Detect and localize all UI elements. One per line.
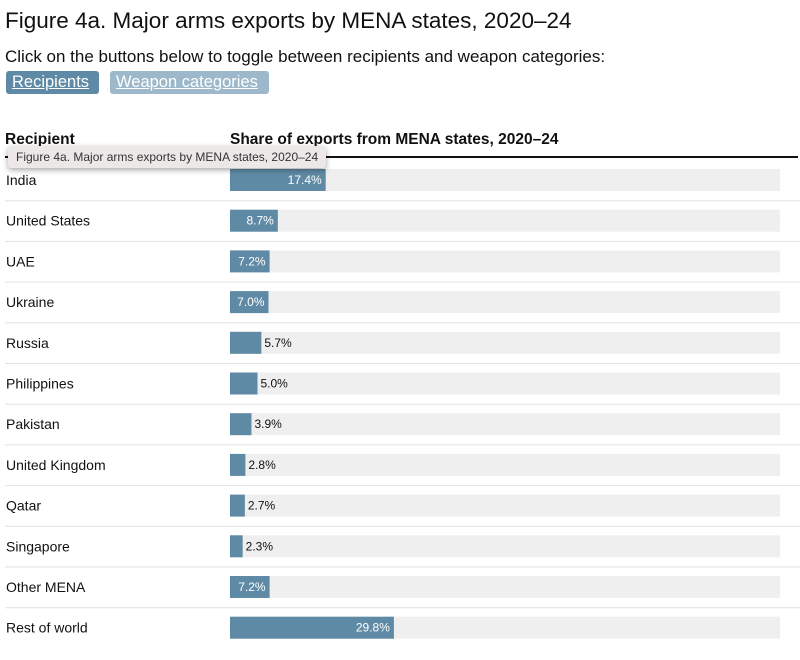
value-label: 5.0% <box>261 377 289 391</box>
weapon-categories-button[interactable]: Weapon categories <box>110 71 269 94</box>
category-label: India <box>6 172 37 188</box>
bar-track <box>230 250 780 273</box>
value-label: 7.2% <box>238 580 266 594</box>
value-label: 2.3% <box>246 539 274 553</box>
value-label: 7.2% <box>238 254 266 268</box>
header-rule <box>5 156 798 158</box>
bar[interactable] <box>230 576 270 598</box>
value-label: 3.9% <box>254 417 282 431</box>
bar[interactable] <box>230 209 278 232</box>
bar-track <box>230 169 780 191</box>
chart-subtitle: Click on the buttons below to toggle bet… <box>5 47 606 66</box>
category-label: Other MENA <box>6 579 86 595</box>
value-label: 17.4% <box>288 173 322 187</box>
bar[interactable] <box>230 331 262 354</box>
recipients-button[interactable]: Recipients <box>6 71 99 94</box>
weapon-categories-button-label: Weapon categories <box>116 73 258 91</box>
bar[interactable] <box>230 616 394 639</box>
value-label: 29.8% <box>356 621 390 635</box>
bar-chart: India 17.4% United States 8.7% UAE 7.2% Ukrain… <box>5 169 800 639</box>
share-column-header: Share of exports from MENA states, 2020–… <box>230 131 559 148</box>
value-label: 8.7% <box>246 214 274 228</box>
category-label: Russia <box>6 335 49 351</box>
bar-track <box>230 535 780 558</box>
bar-track <box>230 453 780 476</box>
bar-track <box>230 576 780 598</box>
category-label: Philippines <box>6 376 74 392</box>
value-label: 5.7% <box>264 336 292 350</box>
bar[interactable] <box>230 453 246 476</box>
category-label: Rest of world <box>6 620 88 636</box>
category-label: UAE <box>6 253 35 269</box>
value-label: 2.8% <box>248 458 276 472</box>
chart-title: Figure 4a. Major arms exports by MENA st… <box>5 8 572 33</box>
bar-track <box>230 291 780 314</box>
value-label: 7.0% <box>237 295 265 309</box>
recipients-button-label: Recipients <box>12 73 90 91</box>
bar[interactable] <box>230 291 269 314</box>
recipient-column-header: Recipient <box>5 131 75 148</box>
category-label: Qatar <box>6 498 41 514</box>
bar-track <box>230 372 780 395</box>
category-label: Singapore <box>6 538 70 554</box>
bar-track <box>230 331 780 354</box>
category-label: Ukraine <box>6 294 54 310</box>
bar-track <box>230 413 780 436</box>
value-label: 2.7% <box>248 499 276 513</box>
category-label: United Kingdom <box>6 457 106 473</box>
bar-track <box>230 209 780 232</box>
category-label: Pakistan <box>6 416 60 432</box>
bar[interactable] <box>230 535 243 558</box>
tooltip: Figure 4a. Major arms exports by MENA st… <box>8 146 327 168</box>
bar[interactable] <box>230 413 252 436</box>
bar[interactable] <box>230 494 245 517</box>
bar[interactable] <box>230 169 326 191</box>
bar[interactable] <box>230 250 270 273</box>
category-label: United States <box>6 213 90 229</box>
bar[interactable] <box>230 372 258 395</box>
bar-track <box>230 494 780 517</box>
